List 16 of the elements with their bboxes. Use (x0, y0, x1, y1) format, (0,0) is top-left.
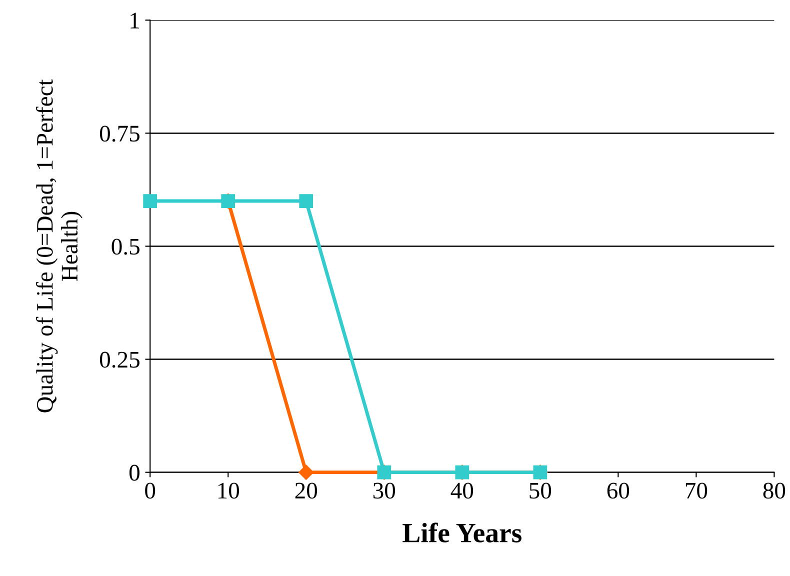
y-tick-label: 0 (129, 464, 140, 481)
x-tick-label: 30 (373, 482, 396, 499)
x-tick-label: 80 (763, 482, 786, 499)
x-tick-label: 10 (218, 482, 240, 499)
x-tick-label: 50 (530, 482, 552, 499)
x-tick-label: 60 (607, 482, 630, 499)
y-tick-label: 0.75 (100, 126, 140, 142)
y-tick-label: 1 (130, 12, 139, 28)
x-tick-label: 40 (450, 482, 474, 499)
x-axis-title: Life Years (402, 522, 522, 542)
x-tick-label: 0 (145, 482, 156, 499)
y-axis-title: Quality of Life (0=Dead, 1=Perfect Health) (36, 79, 82, 412)
x-tick-label: 20 (295, 482, 318, 499)
y-tick-label: 0.25 (100, 352, 140, 368)
y-tick-label: 0.5 (112, 238, 140, 255)
x-tick-label: 70 (686, 482, 708, 499)
